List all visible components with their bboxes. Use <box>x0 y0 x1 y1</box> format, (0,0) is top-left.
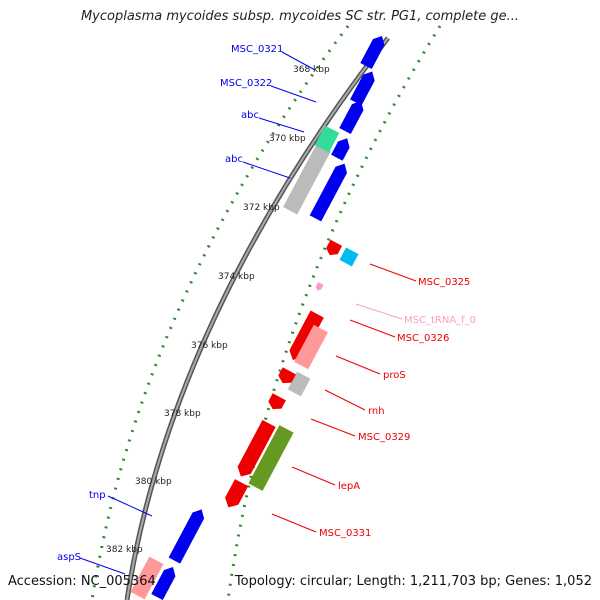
gene-abc-2-shape[interactable] <box>331 135 353 161</box>
feature-leader-line <box>270 85 317 103</box>
gene-lepa[interactable] <box>248 425 294 491</box>
feature-leader-line <box>369 263 417 282</box>
feature-label[interactable]: lepA <box>338 481 360 492</box>
gene-inner-green[interactable] <box>314 125 340 153</box>
feature-label[interactable]: MSC_0326 <box>397 333 449 344</box>
feature-label[interactable]: tnp <box>89 490 106 501</box>
gene-inner-gray[interactable] <box>283 143 331 215</box>
feature-leader-line <box>324 389 366 411</box>
gene-msc-0321-shape[interactable] <box>360 33 387 70</box>
gene-pros-light[interactable] <box>294 324 328 370</box>
scale-tick-label: 378 kbp <box>164 409 201 419</box>
gene-abc-3[interactable] <box>309 161 351 222</box>
gene-abc-2[interactable] <box>331 135 353 161</box>
gene-tnp[interactable] <box>168 506 208 564</box>
gene-inner-green-shape[interactable] <box>314 125 340 153</box>
gene-pros-light-shape[interactable] <box>294 324 328 370</box>
gene-small-red-shape[interactable] <box>324 239 343 258</box>
gene-pros-gray[interactable] <box>287 371 311 397</box>
gene-msc-0326-shape[interactable] <box>286 310 324 364</box>
gene-abc-1[interactable] <box>339 98 366 135</box>
feature-label[interactable]: proS <box>383 370 406 381</box>
gene-small-red[interactable] <box>324 239 343 258</box>
feature-leader-line <box>79 557 126 575</box>
gene-asps-light[interactable] <box>130 556 164 600</box>
gene-asps-light-shape[interactable] <box>130 556 164 600</box>
feature-leader-line <box>355 303 403 320</box>
feature-label[interactable]: abc <box>225 154 243 165</box>
gene-msc-0326[interactable] <box>286 310 324 364</box>
gene-rnh[interactable] <box>266 393 286 412</box>
feature-label[interactable]: MSC_tRNA_f_0 <box>404 315 476 326</box>
feature-label[interactable]: aspS <box>57 552 81 563</box>
backbone-arc-highlight <box>126 37 389 600</box>
scale-tick-label: 372 kbp <box>243 203 280 213</box>
gene-msc-0329-shape[interactable] <box>234 419 276 480</box>
gene-lepa-shape[interactable] <box>248 425 294 491</box>
gene-asps-shape[interactable] <box>151 564 178 600</box>
gene-pros-gray-shape[interactable] <box>287 371 311 397</box>
feature-leader-line <box>291 466 336 486</box>
gene-msc-0321[interactable] <box>360 33 387 70</box>
feature-label[interactable]: MSC_0329 <box>358 432 410 443</box>
feature-label[interactable]: MSC_0321 <box>231 44 283 55</box>
scale-tick-label: 380 kbp <box>135 477 172 487</box>
gene-msc-0331-shape[interactable] <box>222 479 249 511</box>
gene-rnh-shape[interactable] <box>266 393 286 412</box>
scale-tick-label: 376 kbp <box>191 341 228 351</box>
feature-label[interactable]: MSC_0331 <box>319 528 371 539</box>
gene-tnp-shape[interactable] <box>168 506 208 564</box>
gene-msc-0322-shape[interactable] <box>350 68 378 106</box>
feature-label[interactable]: MSC_0322 <box>220 78 272 89</box>
scale-tick-label: 382 kbp <box>106 545 143 555</box>
feature-label[interactable]: MSC_0325 <box>418 277 470 288</box>
gene-abc-1-shape[interactable] <box>339 98 366 135</box>
gene-msc-trna-f-0-shape[interactable] <box>314 282 324 292</box>
gene-pros[interactable] <box>276 367 296 386</box>
gene-msc-0331[interactable] <box>222 479 249 511</box>
feature-leader-line <box>310 418 356 437</box>
feature-label[interactable]: rnh <box>368 406 385 417</box>
genome-summary-label: Topology: circular; Length: 1,211,703 bp… <box>234 574 592 589</box>
feature-leader-line <box>281 51 316 71</box>
feature-leader-line <box>271 513 317 533</box>
scale-tick-label: 374 kbp <box>218 272 255 282</box>
scale-tick-label: 370 kbp <box>269 134 306 144</box>
scale-tick-label: 368 kbp <box>293 65 330 75</box>
gene-msc-0325-shape[interactable] <box>339 247 359 267</box>
gene-msc-trna-f-0[interactable] <box>314 282 324 292</box>
feature-leader-line <box>107 495 153 517</box>
gene-msc-0329[interactable] <box>234 419 276 480</box>
feature-leader-line <box>242 161 291 179</box>
gene-abc-3-shape[interactable] <box>309 161 351 222</box>
feature-leader-line <box>258 117 305 133</box>
feature-label[interactable]: abc <box>241 110 259 121</box>
gene-msc-0322[interactable] <box>350 68 378 106</box>
gene-asps[interactable] <box>151 564 178 600</box>
gene-msc-0325[interactable] <box>339 247 359 267</box>
gene-inner-gray-shape[interactable] <box>283 143 331 215</box>
accession-label: Accession: NC_005364 <box>8 574 156 589</box>
gene-pros-shape[interactable] <box>276 367 296 386</box>
outer-ring-dots <box>226 25 442 600</box>
feature-leader-line <box>349 319 396 338</box>
feature-leader-line <box>335 355 381 375</box>
map-title: Mycoplasma mycoides subsp. mycoides SC s… <box>80 9 520 24</box>
